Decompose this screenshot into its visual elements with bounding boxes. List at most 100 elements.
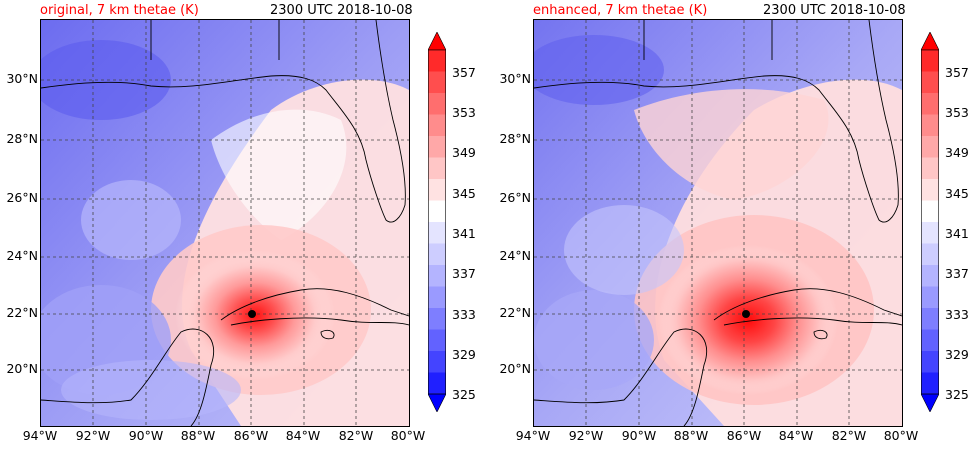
colorbar-band (921, 200, 939, 223)
storm-center-marker (742, 310, 750, 318)
lat-label: 20°N (499, 361, 531, 376)
map-plot (40, 19, 410, 427)
colorbar-band (428, 329, 446, 352)
lon-label: 88°W (180, 428, 216, 443)
lon-label: 92°W (75, 428, 111, 443)
colorbar-band (921, 114, 939, 137)
colorbar-extend-max (428, 32, 446, 51)
lat-label: 28°N (499, 131, 531, 146)
lon-label: 90°W (128, 428, 164, 443)
colorbar-band (921, 329, 939, 352)
lat-label: 28°N (6, 131, 38, 146)
colorbar (428, 32, 446, 412)
colorbar-band (428, 243, 446, 266)
colorbar-band (428, 222, 446, 244)
colorbar-frame (921, 49, 939, 395)
colorbar-band (921, 71, 939, 94)
colorbar-band (921, 243, 939, 266)
panel-original: original, 7 km thetae (K) 2300 UTC 2018-… (6, 3, 476, 443)
lat-label: 24°N (499, 248, 531, 263)
lat-label: 22°N (499, 305, 531, 320)
storm-center-marker (248, 310, 256, 318)
colorbar-tick: 337 (452, 266, 476, 281)
lon-label: 88°W (673, 428, 709, 443)
colorbar-band (921, 286, 939, 309)
colorbar-band (921, 351, 939, 373)
colorbar-tick: 345 (945, 186, 969, 201)
colorbar-tick: 341 (452, 226, 476, 241)
colorbar-tick: 329 (452, 347, 476, 362)
lat-label: 20°N (6, 361, 38, 376)
colorbar-band (428, 136, 446, 158)
lon-label: 90°W (621, 428, 657, 443)
colorbar-band (428, 114, 446, 137)
colorbar-tick: 333 (452, 307, 476, 322)
colorbar-band (428, 93, 446, 115)
lat-label: 26°N (6, 190, 38, 205)
colorbar-tick: 325 (452, 387, 476, 402)
lon-label: 94°W (515, 428, 551, 443)
colorbar-extend-max (921, 32, 939, 51)
colorbar-tick: 337 (945, 266, 969, 281)
colorbar-extend-min (428, 393, 446, 412)
colorbar-band (921, 372, 939, 395)
colorbar-tick: 345 (452, 186, 476, 201)
colorbar-band (921, 50, 939, 72)
colorbar-swatches (921, 32, 939, 412)
colorbar-band (921, 157, 939, 180)
colorbar-tick: 349 (452, 145, 476, 160)
panel-title: enhanced, 7 km thetae (K) (533, 3, 708, 18)
colorbar-band (428, 50, 446, 72)
colorbar-frame (428, 49, 446, 395)
lon-label: 86°W (233, 428, 269, 443)
colorbar-band (428, 265, 446, 287)
lon-label: 80°W (883, 428, 919, 443)
lon-label: 84°W (285, 428, 321, 443)
colorbar-band (428, 351, 446, 373)
lon-label: 82°W (338, 428, 374, 443)
lat-label: 24°N (6, 248, 38, 263)
colorbar-band (428, 308, 446, 330)
colorbar-tick: 357 (945, 65, 969, 80)
colorbar-band (921, 265, 939, 287)
panel-enhanced: enhanced, 7 km thetae (K) 2300 UTC 2018-… (493, 0, 972, 449)
colorbar-tick: 357 (452, 65, 476, 80)
panel-time: 2300 UTC 2018-10-08 (763, 3, 906, 18)
colorbar-band (428, 200, 446, 223)
lon-label: 80°W (390, 428, 426, 443)
colorbar (921, 32, 939, 412)
lon-label: 94°W (22, 428, 58, 443)
colorbar-band (921, 136, 939, 158)
colorbar-tick: 333 (945, 307, 969, 322)
colorbar-band (428, 286, 446, 309)
colorbar-swatches (428, 32, 446, 412)
map-field-enhanced (534, 20, 902, 426)
colorbar-tick: 325 (945, 387, 969, 402)
colorbar-band (921, 179, 939, 201)
lat-label: 22°N (6, 305, 38, 320)
colorbar-band (921, 93, 939, 115)
map-field-original (41, 20, 409, 426)
panel-time: 2300 UTC 2018-10-08 (270, 3, 413, 18)
colorbar-tick: 353 (452, 105, 476, 120)
colorbar-tick: 341 (945, 226, 969, 241)
colorbar-band (428, 179, 446, 201)
lat-label: 30°N (499, 71, 531, 86)
colorbar-tick: 349 (945, 145, 969, 160)
colorbar-band (428, 71, 446, 94)
colorbar-band (921, 308, 939, 330)
lat-label: 30°N (6, 71, 38, 86)
lat-label: 26°N (499, 190, 531, 205)
colorbar-extend-min (921, 393, 939, 412)
colorbar-band (428, 157, 446, 180)
colorbar-tick: 329 (945, 347, 969, 362)
map-plot (533, 19, 903, 427)
lon-label: 82°W (831, 428, 867, 443)
panel-title: original, 7 km thetae (K) (40, 3, 199, 18)
lon-label: 92°W (568, 428, 604, 443)
colorbar-tick: 353 (945, 105, 969, 120)
colorbar-band (921, 222, 939, 244)
colorbar-band (428, 372, 446, 395)
lon-label: 86°W (726, 428, 762, 443)
lon-label: 84°W (778, 428, 814, 443)
